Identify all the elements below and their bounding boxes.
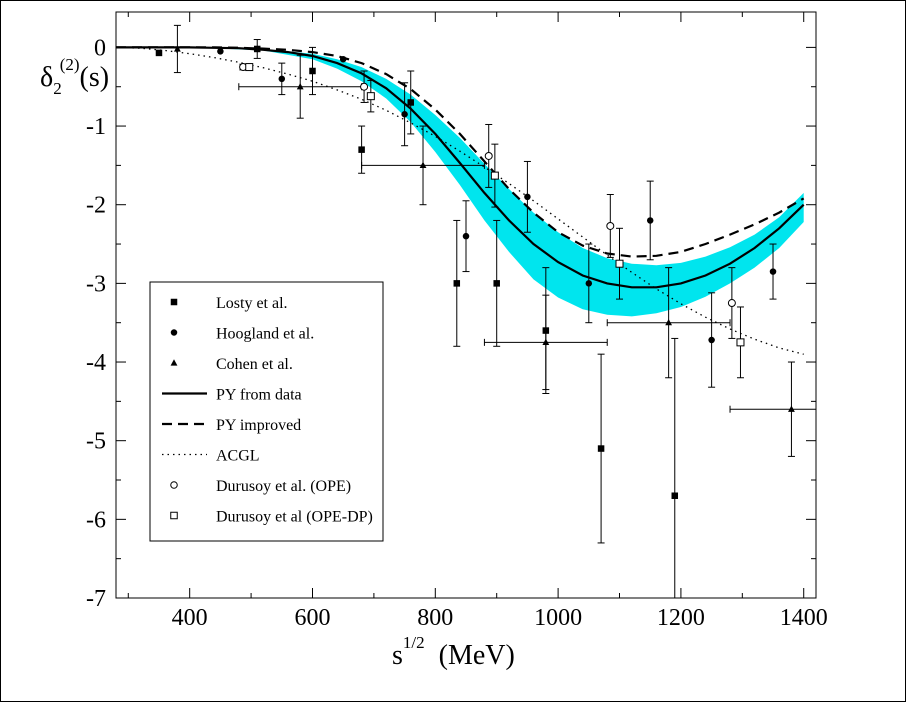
- point-square: [598, 445, 605, 452]
- y-tick-label: -3: [86, 271, 106, 297]
- legend-label: PY improved: [216, 417, 301, 434]
- legend-label: Durusoy et al (OPE-DP): [216, 509, 373, 526]
- legend: Losty et al. Hoogland et al. Cohen et al. P…: [150, 282, 383, 541]
- point-square: [358, 146, 365, 153]
- legend-label: ACGL: [216, 448, 260, 465]
- y-axis-title-suffix: (s): [80, 62, 110, 93]
- y-tick-label: 0: [94, 35, 106, 61]
- point-circle: [770, 268, 777, 275]
- y-tick-label: -5: [86, 429, 106, 455]
- point-circle: [217, 48, 224, 55]
- point-circle: [463, 233, 470, 240]
- legend-box: [150, 282, 383, 541]
- y-tick-label: -1: [86, 114, 106, 140]
- x-axis-title-suffix: (MeV): [439, 640, 515, 671]
- legend-label: Hoogland et al.: [216, 326, 314, 343]
- point-circle: [401, 111, 408, 118]
- legend-label: Cohen et al.: [216, 356, 293, 373]
- x-axis-title-base: s: [392, 640, 403, 671]
- point-square: [672, 492, 679, 499]
- point-circle: [586, 280, 593, 287]
- legend-marker: [171, 512, 178, 519]
- point-square: [454, 280, 461, 287]
- y-axis-title-base: δ: [40, 62, 53, 93]
- y-tick-label: -6: [86, 507, 106, 533]
- legend-marker: [171, 482, 178, 489]
- point-square: [737, 339, 744, 346]
- point-square: [367, 93, 374, 100]
- x-axis-title-sup: 1/2: [403, 633, 425, 652]
- point-circle: [647, 217, 654, 224]
- x-tick-label: 1400: [780, 605, 828, 631]
- point-circle: [485, 152, 492, 159]
- point-circle: [340, 56, 347, 63]
- point-square: [543, 327, 550, 334]
- legend-marker: [171, 299, 178, 306]
- y-tick-label: -7: [86, 586, 106, 612]
- point-square: [254, 46, 261, 53]
- point-circle: [279, 76, 286, 83]
- point-circle: [728, 300, 735, 307]
- point-circle: [361, 83, 368, 90]
- point-square: [616, 260, 623, 267]
- point-square: [156, 50, 163, 57]
- y-tick-label: -2: [86, 193, 106, 219]
- legend-marker: [171, 329, 178, 336]
- legend-label: PY from data: [216, 387, 302, 404]
- point-circle: [607, 222, 614, 229]
- point-square: [407, 99, 414, 106]
- legend-label: Durusoy et al. (OPE): [216, 478, 351, 495]
- y-tick-label: -4: [86, 350, 106, 376]
- point-square: [309, 68, 316, 75]
- x-tick-label: 600: [294, 605, 330, 631]
- y-axis-title-sup: (2): [60, 55, 80, 74]
- point-circle: [708, 337, 715, 344]
- point-square: [491, 172, 498, 179]
- legend-label: Losty et al.: [216, 295, 288, 312]
- point-circle: [524, 194, 531, 201]
- x-tick-label: 1200: [657, 605, 705, 631]
- point-square: [493, 280, 500, 287]
- y-axis-title-sub: 2: [53, 79, 62, 98]
- x-tick-label: 400: [172, 605, 208, 631]
- x-tick-label: 800: [417, 605, 453, 631]
- x-tick-label: 1000: [534, 605, 582, 631]
- point-square: [246, 64, 253, 71]
